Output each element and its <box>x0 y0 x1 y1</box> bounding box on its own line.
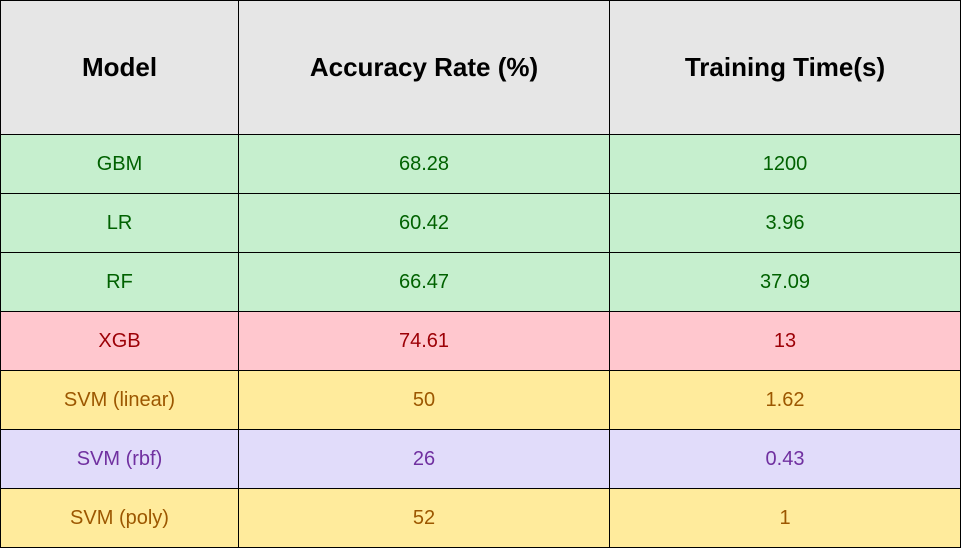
model-cell: SVM (poly) <box>0 488 239 548</box>
header-accuracy: Accuracy Rate (%) <box>238 0 610 135</box>
model-cell: RF <box>0 252 239 312</box>
header-model: Model <box>0 0 239 135</box>
table-row: SVM (rbf) 26 0.43 <box>0 429 961 489</box>
table-row: LR 60.42 3.96 <box>0 193 961 253</box>
training-time-cell: 37.09 <box>609 252 961 312</box>
model-cell: XGB <box>0 311 239 371</box>
accuracy-cell: 68.28 <box>238 134 610 194</box>
model-cell: SVM (rbf) <box>0 429 239 489</box>
model-cell: SVM (linear) <box>0 370 239 430</box>
training-time-cell: 0.43 <box>609 429 961 489</box>
training-time-cell: 13 <box>609 311 961 371</box>
header-row: Model Accuracy Rate (%) Training Time(s) <box>0 0 961 135</box>
table-row: XGB 74.61 13 <box>0 311 961 371</box>
table-row: SVM (poly) 52 1 <box>0 488 961 548</box>
model-cell: GBM <box>0 134 239 194</box>
table-row: GBM 68.28 1200 <box>0 134 961 194</box>
accuracy-cell: 60.42 <box>238 193 610 253</box>
table-row: RF 66.47 37.09 <box>0 252 961 312</box>
model-cell: LR <box>0 193 239 253</box>
accuracy-cell: 26 <box>238 429 610 489</box>
training-time-cell: 1 <box>609 488 961 548</box>
accuracy-cell: 50 <box>238 370 610 430</box>
accuracy-cell: 52 <box>238 488 610 548</box>
table-row: SVM (linear) 50 1.62 <box>0 370 961 430</box>
training-time-cell: 1.62 <box>609 370 961 430</box>
accuracy-cell: 74.61 <box>238 311 610 371</box>
accuracy-cell: 66.47 <box>238 252 610 312</box>
training-time-cell: 3.96 <box>609 193 961 253</box>
training-time-cell: 1200 <box>609 134 961 194</box>
header-training-time: Training Time(s) <box>609 0 961 135</box>
